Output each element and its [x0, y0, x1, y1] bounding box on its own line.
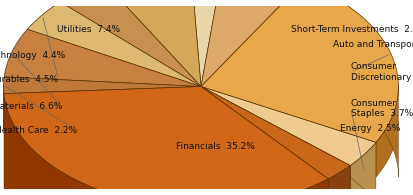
Text: Consumer
Staples  3.7%: Consumer Staples 3.7%	[351, 99, 413, 118]
Polygon shape	[4, 87, 328, 195]
Polygon shape	[201, 87, 328, 195]
Polygon shape	[4, 87, 201, 128]
Polygon shape	[376, 85, 399, 177]
Polygon shape	[201, 87, 376, 177]
Polygon shape	[201, 87, 376, 166]
Polygon shape	[201, 121, 399, 177]
Text: Energy  2.5%: Energy 2.5%	[340, 124, 400, 133]
Text: Producer Durables  4.5%: Producer Durables 4.5%	[0, 75, 59, 84]
Polygon shape	[201, 87, 350, 195]
Text: Health Care  2.2%: Health Care 2.2%	[0, 126, 77, 135]
Polygon shape	[4, 77, 201, 94]
Text: Short-Term Investments  2.6%: Short-Term Investments 2.6%	[291, 25, 413, 34]
Polygon shape	[4, 121, 328, 195]
Polygon shape	[328, 166, 350, 195]
Polygon shape	[4, 94, 328, 195]
Polygon shape	[201, 87, 350, 179]
Polygon shape	[201, 121, 350, 195]
Text: Auto and Transportation  6.8%: Auto and Transportation 6.8%	[332, 40, 413, 49]
Polygon shape	[4, 87, 201, 128]
Polygon shape	[201, 87, 328, 195]
Polygon shape	[4, 121, 201, 128]
Polygon shape	[201, 87, 350, 195]
Text: Technology  4.4%: Technology 4.4%	[0, 51, 66, 60]
Polygon shape	[60, 0, 201, 87]
Polygon shape	[27, 2, 201, 87]
Text: Consumer
Discretionary  24.1%: Consumer Discretionary 24.1%	[351, 62, 413, 82]
Polygon shape	[201, 121, 376, 195]
Text: Materials  6.6%: Materials 6.6%	[0, 102, 62, 111]
Polygon shape	[201, 87, 376, 177]
Polygon shape	[201, 0, 302, 87]
Polygon shape	[191, 0, 223, 87]
Polygon shape	[201, 0, 399, 142]
Polygon shape	[4, 29, 201, 87]
Text: Utilities  7.4%: Utilities 7.4%	[57, 25, 121, 34]
Text: Financials  35.2%: Financials 35.2%	[176, 142, 255, 151]
Polygon shape	[103, 0, 201, 87]
Polygon shape	[350, 142, 376, 195]
